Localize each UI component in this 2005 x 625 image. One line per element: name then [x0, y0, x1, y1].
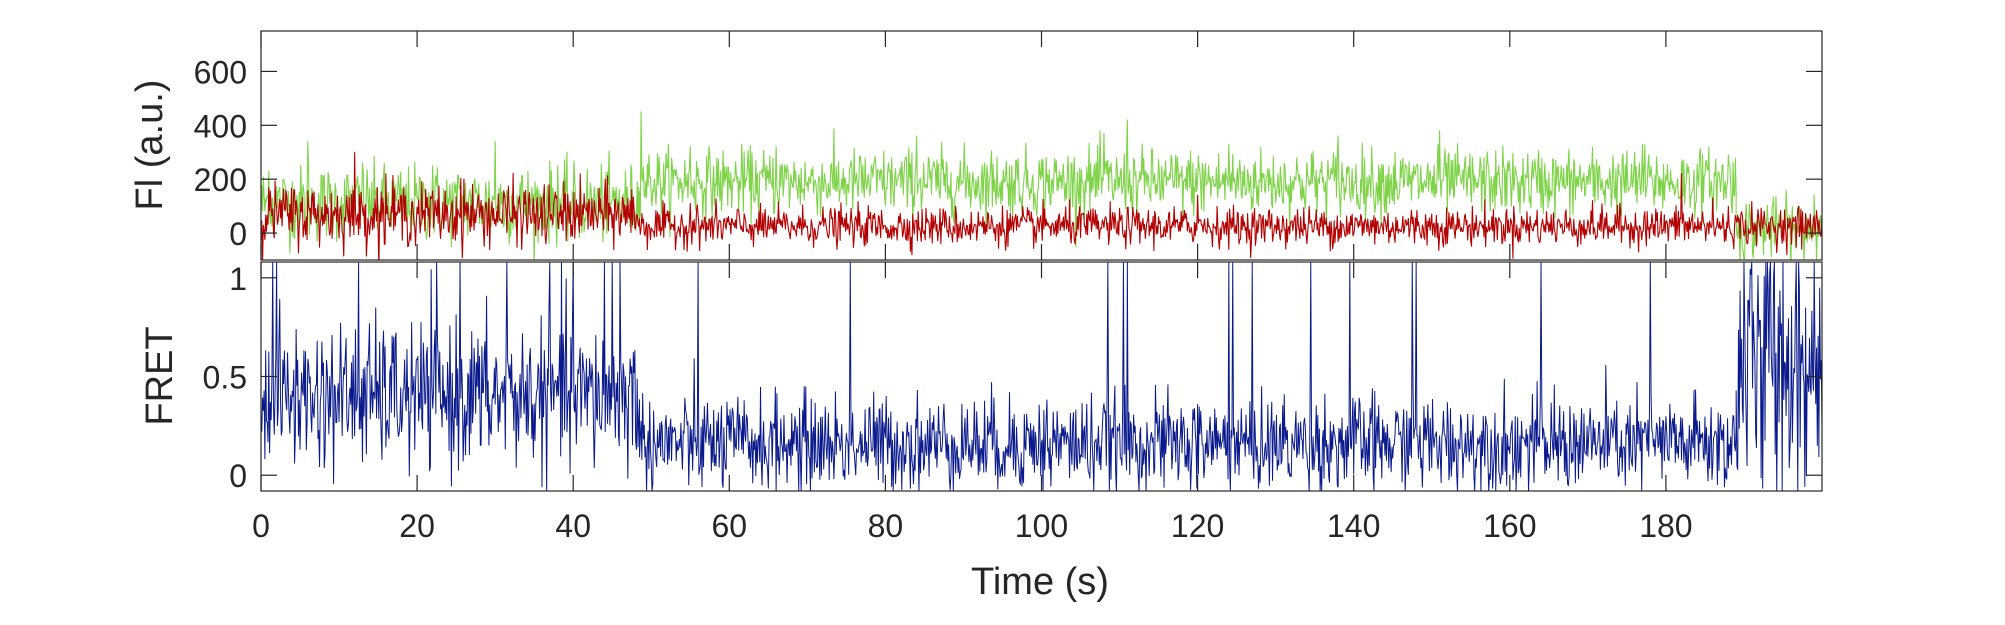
fret-ylabel: FRET — [139, 326, 181, 425]
fluorescence-series-group — [261, 111, 1822, 260]
x-tick-label: 140 — [1327, 508, 1380, 544]
fluorescence-series-1 — [261, 151, 1822, 260]
x-tick-label: 100 — [1015, 508, 1068, 544]
fluorescence-ylabel: Fl (a.u.) — [129, 80, 171, 211]
y-tick-label: 0 — [229, 458, 247, 494]
y-tick-label: 200 — [194, 162, 247, 198]
x-tick-label: 120 — [1171, 508, 1224, 544]
fluorescence-panel: 0 200 400 600 Fl (a.u.) — [129, 30, 1823, 261]
x-tick-label: 20 — [399, 508, 435, 544]
x-tick-label: 180 — [1639, 508, 1692, 544]
fret-y-ticks: 00.51 — [203, 261, 1822, 494]
y-tick-label: 1 — [229, 261, 247, 297]
y-tick-label: 0 — [229, 216, 247, 252]
x-tick-label: 60 — [712, 508, 748, 544]
fret-panel: 00.51 0 20 40 60 80 100 120 140 160 180 FRET Time… — [139, 31, 1823, 603]
fluorescence-series-0 — [261, 111, 1822, 260]
fret-series-0 — [261, 262, 1822, 491]
x-tick-label: 0 — [252, 508, 270, 544]
y-tick-label: 0.5 — [203, 360, 247, 396]
fluorescence-y-ticks: 0 200 400 600 — [194, 54, 1822, 252]
x-tick-label: 40 — [555, 508, 591, 544]
x-tick-label: 160 — [1483, 508, 1536, 544]
time-xlabel: Time (s) — [971, 561, 1109, 603]
fret-series-group — [261, 262, 1822, 491]
y-tick-label: 400 — [194, 108, 247, 144]
x-tick-label: 80 — [868, 508, 904, 544]
y-tick-label: 600 — [194, 54, 247, 90]
time-x-ticks: 0 20 40 60 80 100 120 140 160 180 — [252, 31, 1693, 544]
